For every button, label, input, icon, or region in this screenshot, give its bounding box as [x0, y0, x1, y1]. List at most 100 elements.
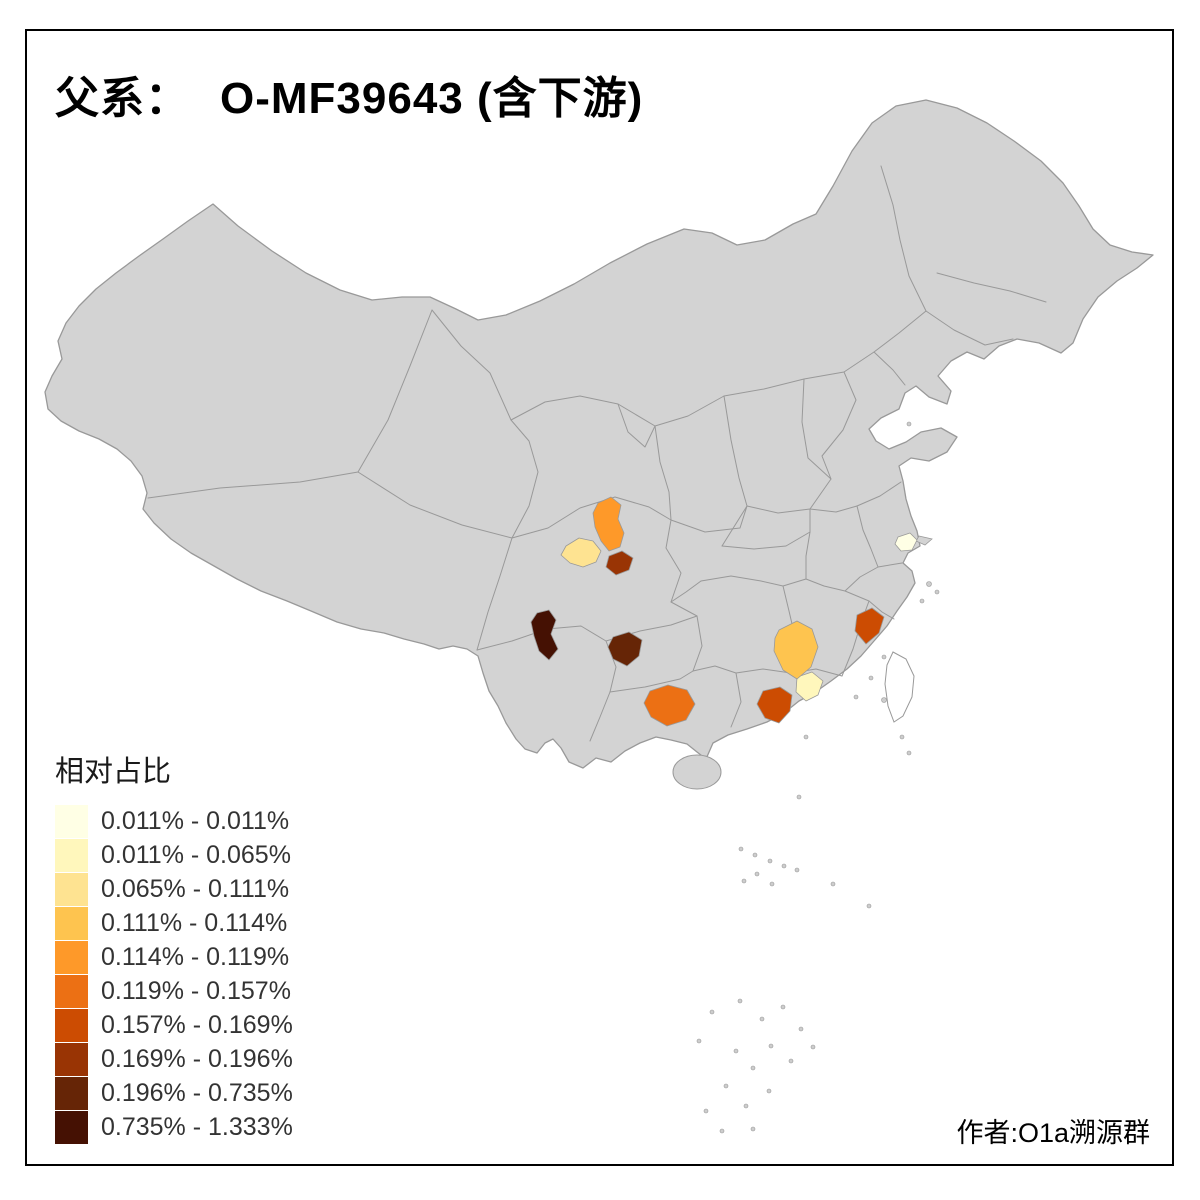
- island-dot: [868, 675, 874, 681]
- legend-swatch: [55, 838, 88, 872]
- province-border: [856, 481, 902, 507]
- legend-label: 0.119% - 0.157%: [101, 976, 291, 1005]
- province-border: [510, 395, 656, 427]
- island-dot: [709, 1009, 715, 1015]
- province-border: [880, 165, 927, 312]
- map-region-sichuan-south: [605, 550, 634, 576]
- province-border: [868, 600, 895, 620]
- island-dot: [926, 581, 932, 587]
- province-border: [782, 578, 846, 592]
- island-dot: [781, 863, 787, 869]
- island-dot: [743, 1103, 749, 1109]
- legend: 相对占比 0.011% - 0.011% 0.011% - 0.065% 0.0…: [55, 748, 293, 1144]
- base-map-layer: [44, 99, 1154, 1134]
- legend-row: 0.169% - 0.196%: [55, 1042, 293, 1076]
- province-border: [510, 419, 539, 539]
- map-region-panzhihua-area: [530, 609, 559, 661]
- island-dot: [754, 871, 760, 877]
- legend-swatch: [55, 872, 88, 906]
- island-dot: [866, 903, 872, 909]
- island-dot: [703, 1108, 709, 1114]
- legend-swatch: [55, 940, 88, 974]
- province-border: [721, 508, 811, 550]
- island-dot: [780, 1004, 786, 1010]
- author-credit: 作者:O1a溯源群: [956, 1118, 1150, 1148]
- province-border: [844, 590, 870, 602]
- island-dot: [798, 1026, 804, 1032]
- island-dot: [759, 1016, 765, 1022]
- island-dot: [696, 1038, 702, 1044]
- island-dot: [723, 1083, 729, 1089]
- province-border: [730, 672, 742, 728]
- legend-row: 0.119% - 0.157%: [55, 974, 293, 1008]
- province-border: [856, 505, 879, 568]
- legend-label: 0.157% - 0.169%: [101, 1010, 293, 1039]
- legend-label: 0.196% - 0.735%: [101, 1078, 293, 1107]
- island-dot: [741, 878, 747, 884]
- title-haplogroup: O-MF39643 (含下游): [220, 74, 644, 123]
- province-border: [746, 478, 832, 514]
- province-border: [692, 615, 703, 672]
- chongming-island: [915, 535, 933, 546]
- legend-swatch: [55, 1110, 88, 1144]
- province-border: [821, 371, 857, 480]
- province-border: [511, 496, 672, 539]
- island-dot: [906, 421, 912, 427]
- map-region-guangxi-south: [643, 684, 696, 727]
- province-border: [721, 505, 748, 547]
- province-border: [723, 395, 748, 507]
- page-title: 父系： O-MF39643 (含下游): [55, 62, 643, 126]
- island-dot: [853, 694, 859, 700]
- legend-label: 0.011% - 0.065%: [101, 840, 291, 869]
- province-border: [147, 471, 359, 499]
- legend-label: 0.065% - 0.111%: [101, 874, 290, 903]
- map-region-guizhou-west: [607, 631, 643, 667]
- map-region-chengdu-plain: [560, 537, 602, 568]
- province-border: [700, 575, 784, 587]
- province-border: [805, 531, 811, 580]
- province-border: [925, 310, 1014, 346]
- province-border: [665, 519, 682, 603]
- province-border: [670, 580, 702, 603]
- province-border: [809, 505, 858, 513]
- hainan-island: [672, 754, 722, 790]
- legend-row: 0.114% - 0.119%: [55, 940, 293, 974]
- legend-row: 0.011% - 0.011%: [55, 804, 293, 838]
- legend-swatch: [55, 974, 88, 1008]
- legend-label: 0.169% - 0.196%: [101, 1044, 293, 1073]
- map-region-shanghai-area: [894, 532, 918, 552]
- island-dot: [899, 734, 905, 740]
- island-dot: [750, 1126, 756, 1132]
- island-dot: [934, 589, 940, 595]
- island-dot: [796, 794, 802, 800]
- island-dot: [737, 998, 743, 1004]
- island-dot: [881, 654, 887, 660]
- legend-swatch: [55, 1008, 88, 1042]
- island-dot: [733, 1048, 739, 1054]
- island-dot: [830, 881, 836, 887]
- island-dot: [719, 1128, 725, 1134]
- island-dot: [768, 1043, 774, 1049]
- province-border: [357, 471, 513, 539]
- province-border: [431, 309, 512, 421]
- island-dot: [750, 1065, 756, 1071]
- island-dot: [766, 1088, 772, 1094]
- island-dot: [767, 858, 773, 864]
- map-region-sichuan-north: [592, 496, 625, 552]
- legend-row: 0.735% - 1.333%: [55, 1110, 293, 1144]
- highlighted-regions-layer: [530, 496, 918, 727]
- map-region-fujian-coast: [854, 607, 885, 645]
- legend-label: 0.114% - 0.119%: [101, 942, 290, 971]
- island-dot: [881, 697, 887, 703]
- legend-row: 0.111% - 0.114%: [55, 906, 293, 940]
- island-dot: [794, 867, 800, 873]
- island-dot: [769, 881, 775, 887]
- island-dot: [919, 598, 925, 604]
- province-border: [692, 665, 737, 674]
- legend-row: 0.011% - 0.065%: [55, 838, 293, 872]
- province-border: [844, 562, 903, 592]
- province-border: [873, 351, 906, 386]
- island-dot: [752, 852, 758, 858]
- province-border: [936, 272, 1047, 303]
- legend-title: 相对占比: [55, 756, 172, 788]
